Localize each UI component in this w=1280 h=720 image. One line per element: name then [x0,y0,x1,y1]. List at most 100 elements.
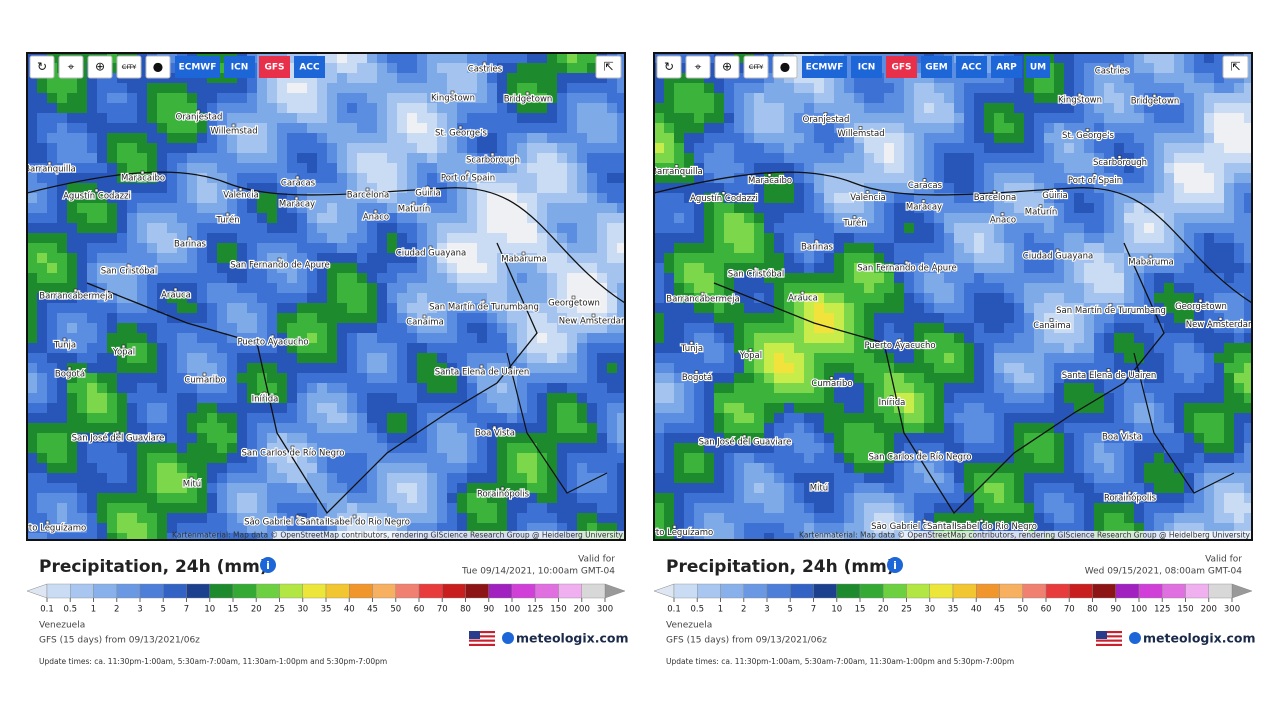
precip-cell [257,373,267,383]
precip-cell [267,443,277,453]
precip-cell [47,93,57,103]
tool-button[interactable] [58,55,84,79]
precip-cell [1134,53,1144,63]
precip-cell [27,213,37,223]
precip-cell [117,413,127,423]
precip-cell [724,293,734,303]
precip-cell [397,483,407,493]
precip-cell [1104,303,1114,313]
precip-cell [1244,273,1252,283]
precip-cell [1014,303,1024,313]
precip-cell [1164,163,1174,173]
precip-cell [694,313,704,323]
precip-cell [147,113,157,123]
precip-cell [237,213,247,223]
precip-cell [67,453,77,463]
precip-cell [477,193,487,203]
precip-cell [357,453,367,463]
precip-cell [714,153,724,163]
valid-time: Tue 09/14/2021, 10:00am GMT-04 [461,567,615,577]
precip-cell [1124,193,1134,203]
precip-cell [97,123,107,133]
precip-cell [1074,143,1084,153]
precip-cell [287,323,297,333]
precip-cell [207,523,217,533]
precip-cell [557,483,567,493]
info-icon[interactable] [260,557,276,573]
precip-cell [37,483,47,493]
precip-cell [1144,53,1154,63]
precip-cell [567,213,577,223]
tool-button[interactable] [116,55,142,79]
precip-cell [177,153,187,163]
precip-cell [87,343,97,353]
precip-cell [297,303,307,313]
precip-cell [914,253,924,263]
precip-cell [884,343,894,353]
precip-cell [934,283,944,293]
share-button[interactable] [595,55,622,79]
precip-cell [27,143,37,153]
precip-cell [427,93,437,103]
precip-cell [1174,333,1184,343]
precip-cell [834,93,844,103]
precip-cell [57,433,67,443]
precip-cell [874,193,884,203]
precip-cell [157,113,167,123]
tool-button[interactable] [145,55,171,79]
precip-cell [427,443,437,453]
tool-button[interactable] [87,55,113,79]
precip-cell [87,263,97,273]
precip-cell [754,133,764,143]
precip-cell [974,233,984,243]
precip-cell [127,293,137,303]
precip-cell [607,363,617,373]
precip-cell [734,163,744,173]
precip-cell [77,303,87,313]
precip-cell [904,333,914,343]
precip-cell [1184,73,1194,83]
model-button[interactable] [259,56,290,78]
precip-cell [684,193,694,203]
precip-cell [1014,143,1024,153]
precip-cell [327,363,337,373]
precip-cell [457,323,467,333]
precip-cell [684,303,694,313]
precip-cell [597,473,607,483]
precip-cell [307,333,317,343]
precip-cell [974,133,984,143]
precip-cell [714,293,724,303]
precip-cell [1174,83,1184,93]
precip-cell [147,253,157,263]
precip-cell [267,153,277,163]
model-button[interactable] [224,56,255,78]
precip-cell [227,193,237,203]
precip-cell [567,133,577,143]
precip-cell [297,493,307,503]
precip-cell [137,163,147,173]
precip-cell [177,283,187,293]
precip-cell [1084,323,1094,333]
tool-button[interactable] [29,55,55,79]
model-button[interactable] [175,56,220,78]
precip-cell [1094,253,1104,263]
precip-cell [37,333,47,343]
precip-cell [984,153,994,163]
precip-cell [527,233,537,243]
precip-cell [557,413,567,423]
precip-cell [1034,343,1044,353]
precip-cell [1194,133,1204,143]
precip-cell [664,303,674,313]
precip-cell [97,253,107,263]
precip-cell [704,93,714,103]
precip-cell [984,193,994,203]
precip-cell [87,253,97,263]
precip-cell [527,143,537,153]
precip-cell [1044,153,1054,163]
city-label: Anaco [363,213,389,223]
precip-cell [157,443,167,453]
model-button[interactable] [294,56,325,78]
precip-cell [317,123,327,133]
precip-cell [477,493,487,503]
